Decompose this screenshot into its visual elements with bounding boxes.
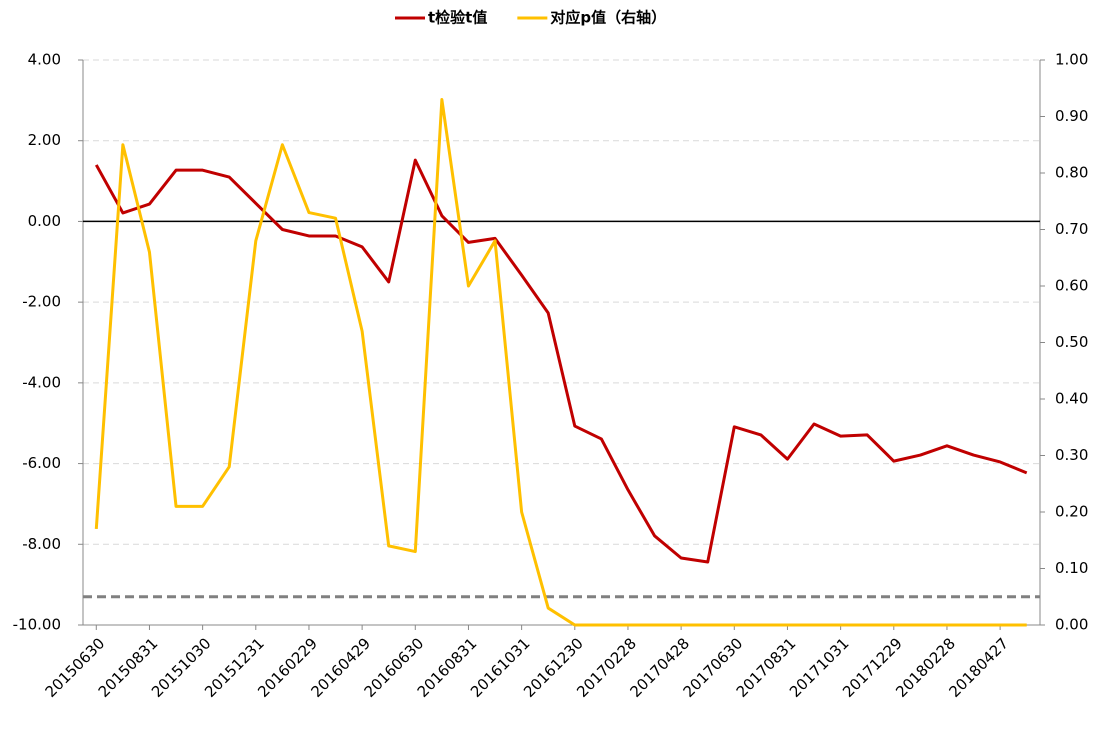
legend-label: 对应p值（右轴） (550, 9, 666, 27)
y2-tick-label: 0.90 (1055, 107, 1088, 125)
y-tick-label: -8.00 (22, 535, 61, 553)
y2-tick-label: 0.10 (1055, 559, 1088, 577)
y-tick-label: -4.00 (22, 373, 61, 391)
y2-tick-label: 0.70 (1055, 220, 1088, 238)
y-tick-label: -6.00 (22, 454, 61, 472)
y2-tick-label: 0.30 (1055, 446, 1088, 464)
legend-label: t检验t值 (428, 9, 487, 27)
y2-tick-label: 0.40 (1055, 390, 1088, 408)
y-tick-label: -2.00 (22, 293, 61, 311)
y2-tick-label: 1.00 (1055, 51, 1088, 69)
y2-tick-label: 0.60 (1055, 277, 1088, 295)
series-line (94, 98, 1027, 627)
y2-tick-label: 0.80 (1055, 164, 1088, 182)
y2-tick-label: 0.00 (1055, 616, 1088, 634)
y-tick-label: 2.00 (28, 131, 61, 149)
y-tick-label: 0.00 (28, 212, 61, 230)
y-tick-label: -10.00 (13, 616, 61, 634)
y2-tick-label: 0.50 (1055, 333, 1088, 351)
y-tick-label: 4.00 (28, 51, 61, 69)
series-line (94, 158, 1028, 564)
y2-tick-label: 0.20 (1055, 503, 1088, 521)
